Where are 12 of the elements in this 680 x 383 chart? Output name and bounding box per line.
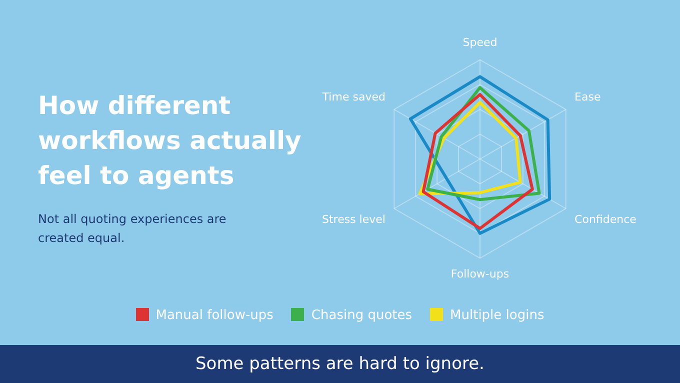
text: Some patterns are hard to ignore.	[0, 345, 680, 383]
spoke-label: Ease	[574, 90, 601, 104]
text: Not all quoting experiences are created equal.	[38, 211, 228, 247]
spoke-label: Time saved	[321, 90, 386, 104]
text: How different workflows actually feel to agents	[38, 91, 302, 190]
legend-label: Manual follow-ups	[154, 308, 274, 323]
spoke-label: Stress level	[322, 213, 386, 226]
spoke-label: Confidence	[574, 213, 637, 226]
legend-label: Chasing quotes	[310, 308, 412, 323]
legend-label: Multiple logins	[449, 308, 544, 323]
spoke-label: Follow-ups	[450, 268, 510, 281]
spoke-label: Speed	[462, 36, 498, 50]
